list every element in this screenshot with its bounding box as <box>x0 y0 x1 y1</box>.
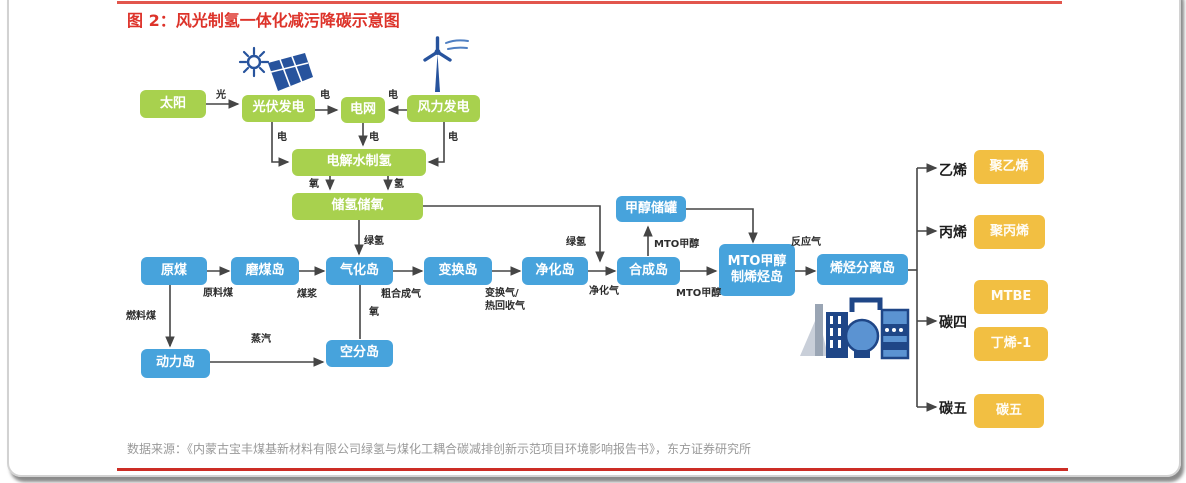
node-power-island-label: 动力岛 <box>155 355 195 371</box>
node-air-separation: 空分岛 <box>326 340 393 367</box>
node-wind: 风力发电 <box>407 95 480 122</box>
node-shift: 变换岛 <box>424 257 492 285</box>
edge-label-hydrogen: 氢 <box>394 179 404 190</box>
node-purification-label: 净化岛 <box>535 262 575 278</box>
edge-label-reaction-gas: 反应气 <box>791 237 821 248</box>
branch-label-c4: 碳四 <box>939 315 967 331</box>
branch-label-ethylene: 乙烯 <box>939 163 967 179</box>
edge-label-coal-slurry: 煤浆 <box>297 289 317 300</box>
edge-label-green-hydrogen-right: 绿氢 <box>566 237 586 248</box>
figure-source: 数据来源：《内蒙古宝丰煤基新材料有限公司绿氢与煤化工耦合碳减排创新示范项目环境影… <box>127 442 752 456</box>
node-gasification: 气化岛 <box>326 257 393 285</box>
node-pv-label: 光伏发电 <box>252 100 305 116</box>
node-sun-label: 太阳 <box>159 95 186 111</box>
node-raw-coal-label: 原煤 <box>160 262 187 278</box>
node-coal-milling-label: 磨煤岛 <box>245 262 285 278</box>
edge-label-oxygen-airsep: 氧 <box>369 307 379 318</box>
edge-label-electricity-wind-grid: 电 <box>388 90 398 101</box>
wind-turbine-icon <box>423 36 469 92</box>
node-c5-product-label: 碳五 <box>995 402 1022 418</box>
node-grid-label: 电网 <box>349 101 376 117</box>
top-red-rule <box>117 1 1062 4</box>
node-purification: 净化岛 <box>522 257 588 285</box>
edge-label-shift-gas: 变换气/ 热回收气 <box>485 288 525 312</box>
edge-label-light: 光 <box>216 90 226 101</box>
bottom-red-rule <box>117 468 1068 471</box>
node-polyethylene: 聚乙烯 <box>974 150 1044 184</box>
edge-label-purified-gas: 净化气 <box>589 286 619 297</box>
node-sun: 太阳 <box>140 90 206 118</box>
edge-label-mto-methanol-lower: MTO甲醇 <box>676 288 722 299</box>
node-electrolysis-label: 电解水制氢 <box>326 154 392 170</box>
edge-label-electricity-grid-down: 电 <box>369 132 379 143</box>
node-raw-coal: 原煤 <box>141 257 207 285</box>
node-wind-label: 风力发电 <box>417 100 470 116</box>
node-methanol-tank: 甲醇储罐 <box>616 196 686 222</box>
node-coal-milling: 磨煤岛 <box>231 257 299 285</box>
node-methanol-tank-label: 甲醇储罐 <box>624 200 677 216</box>
edge-label-fuel-coal: 燃料煤 <box>126 311 156 322</box>
connector-pv-electrolysis <box>271 122 290 167</box>
node-mto-label: MTO甲醇 制烯烃岛 <box>727 253 787 285</box>
connector-storage-synthesis <box>423 205 605 263</box>
node-power-island: 动力岛 <box>141 349 210 378</box>
factory-icon <box>800 297 910 360</box>
node-butene1-label: 丁烯-1 <box>990 335 1032 351</box>
node-synthesis-label: 合成岛 <box>628 262 668 278</box>
node-air-separation-label: 空分岛 <box>339 345 379 361</box>
node-gasification-label: 气化岛 <box>339 262 379 278</box>
node-shift-label: 变换岛 <box>438 262 478 278</box>
solar-panel-icon <box>238 46 313 91</box>
node-olefin-separation-label: 烯烃分离岛 <box>829 261 895 277</box>
node-electrolysis: 电解水制氢 <box>292 149 426 176</box>
node-polypropylene-label: 聚丙烯 <box>989 223 1029 239</box>
node-mtbe: MTBE <box>974 280 1048 314</box>
figure-title: 图 2：风光制氢一体化减污降碳示意图 <box>127 11 400 30</box>
node-grid: 电网 <box>341 97 385 123</box>
edge-label-steam: 蒸汽 <box>251 334 271 345</box>
node-pv: 光伏发电 <box>242 95 315 122</box>
node-olefin-separation: 烯烃分离岛 <box>817 254 908 285</box>
branch-label-c5: 碳五 <box>939 401 967 417</box>
node-polyethylene-label: 聚乙烯 <box>989 158 1029 174</box>
node-h2-o2-storage: 储氢储氧 <box>292 193 423 220</box>
node-mto: MTO甲醇 制烯烃岛 <box>719 244 795 296</box>
node-butene1: 丁烯-1 <box>974 327 1048 361</box>
node-synthesis: 合成岛 <box>617 257 680 285</box>
connector-tank-mto <box>686 208 758 244</box>
edge-label-raw-material-coal: 原料煤 <box>203 288 233 299</box>
node-c5-product: 碳五 <box>974 394 1044 428</box>
edge-label-oxygen: 氧 <box>309 179 319 190</box>
node-h2-o2-storage-label: 储氢储氧 <box>331 198 384 214</box>
node-polypropylene: 聚丙烯 <box>974 215 1045 249</box>
node-mtbe-label: MTBE <box>990 288 1032 304</box>
edge-label-electricity-wind-down: 电 <box>448 132 458 143</box>
edge-label-electricity-pv-grid: 电 <box>320 90 330 101</box>
edge-label-crude-syngas: 粗合成气 <box>381 289 421 300</box>
connector-wind-electrolysis <box>427 122 445 167</box>
edge-label-green-hydrogen-left: 绿氢 <box>364 236 384 247</box>
edge-label-mto-methanol-upper: MTO甲醇 <box>654 239 700 250</box>
branch-label-propylene: 丙烯 <box>939 225 967 241</box>
edge-label-electricity-pv-down: 电 <box>277 132 287 143</box>
